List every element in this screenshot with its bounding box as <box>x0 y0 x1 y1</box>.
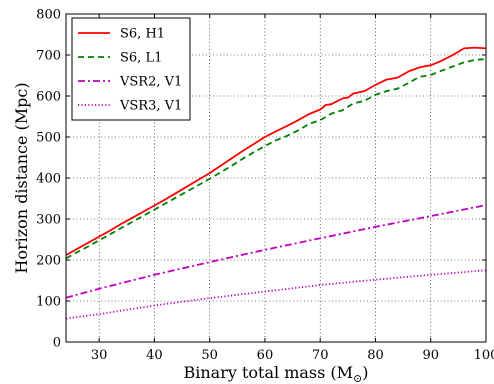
x-axis-label-main: Binary total mass (M <box>183 363 353 382</box>
x-tick-label: 50 <box>201 348 218 363</box>
legend-box <box>71 17 191 121</box>
legend-label: VSR3, V1 <box>119 99 182 114</box>
x-axis-label-close: ) <box>362 363 368 382</box>
x-axis-label: Binary total mass (M⊙) <box>183 363 368 384</box>
series-lines <box>65 46 487 320</box>
y-tick-label: 200 <box>36 254 61 269</box>
series-line-4 <box>65 269 487 320</box>
y-tick-label: 600 <box>36 90 61 105</box>
y-axis-label: Horizon distance (Mpc) <box>12 82 31 273</box>
x-tick-label: 100 <box>474 348 494 363</box>
y-tick-label: 100 <box>36 295 61 310</box>
legend-label: VSR2, V1 <box>119 75 182 90</box>
legend: S6, H1 S6, L1 VSR2, V1 VSR3, V1 <box>71 17 191 121</box>
series-line-3 <box>65 204 487 299</box>
y-tick-label: 400 <box>36 172 61 187</box>
axis-ticks: 30 40 50 60 70 80 90 100 0 100 200 300 400 500 600 700 8… <box>36 8 494 364</box>
x-tick-label: 60 <box>257 348 274 363</box>
y-tick-label: 700 <box>36 49 61 64</box>
x-tick-label: 80 <box>367 348 384 363</box>
x-axis-label-sub: ⊙ <box>353 372 362 384</box>
y-tick-label: 0 <box>53 336 61 351</box>
x-tick-label: 40 <box>146 348 163 363</box>
y-tick-label: 800 <box>36 8 61 23</box>
x-tick-label: 90 <box>422 348 439 363</box>
y-tick-label: 500 <box>36 131 61 146</box>
legend-label: S6, H1 <box>120 27 165 42</box>
series-line-2 <box>65 58 487 260</box>
x-tick-label: 70 <box>312 348 329 363</box>
x-tick-label: 30 <box>91 348 108 363</box>
series-line-1 <box>65 46 487 256</box>
legend-label: S6, L1 <box>120 51 162 66</box>
y-tick-label: 300 <box>36 213 61 228</box>
